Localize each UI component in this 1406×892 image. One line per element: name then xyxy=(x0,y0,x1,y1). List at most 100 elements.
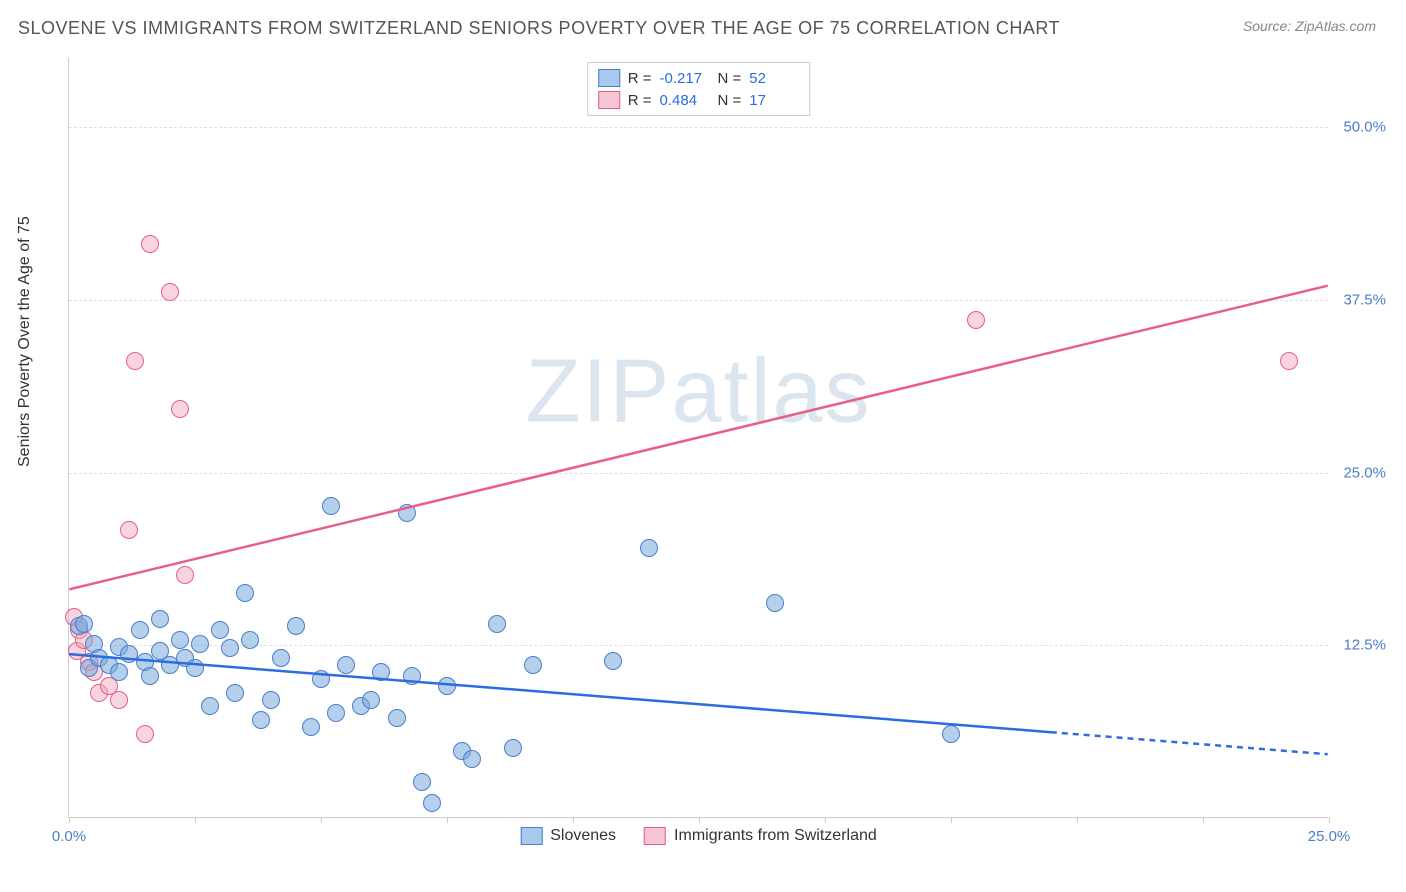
gridline xyxy=(69,645,1328,646)
y-tick-label: 37.5% xyxy=(1343,291,1386,308)
data-point-blue xyxy=(312,670,330,688)
data-point-blue xyxy=(211,621,229,639)
data-point-blue xyxy=(110,663,128,681)
n-label: N = xyxy=(718,92,742,109)
series-legend-item: Slovenes xyxy=(520,827,616,845)
correlation-legend: R = -0.217 N = 52 R = 0.484 N = 17 xyxy=(587,62,811,116)
series-legend-label: Slovenes xyxy=(550,827,616,845)
data-point-blue xyxy=(413,773,431,791)
x-tick xyxy=(825,817,826,823)
data-point-blue xyxy=(398,504,416,522)
x-tick xyxy=(951,817,952,823)
data-point-blue xyxy=(302,718,320,736)
x-tick xyxy=(1329,817,1330,823)
data-point-blue xyxy=(186,659,204,677)
chart-container: Seniors Poverty Over the Age of 75 ZIPat… xyxy=(50,58,1390,858)
data-point-blue xyxy=(141,667,159,685)
r-label: R = xyxy=(628,70,652,87)
data-point-blue xyxy=(151,610,169,628)
data-point-blue xyxy=(201,697,219,715)
data-point-blue xyxy=(226,684,244,702)
series-legend-item: Immigrants from Switzerland xyxy=(644,827,877,845)
data-point-blue xyxy=(262,691,280,709)
data-point-pink xyxy=(136,725,154,743)
r-label: R = xyxy=(628,92,652,109)
trend-lines xyxy=(69,58,1328,817)
source-attribution: Source: ZipAtlas.com xyxy=(1243,18,1376,34)
data-point-blue xyxy=(241,631,259,649)
data-point-pink xyxy=(171,400,189,418)
data-point-blue xyxy=(337,656,355,674)
x-tick xyxy=(573,817,574,823)
r-value: -0.217 xyxy=(660,70,710,87)
correlation-legend-row: R = -0.217 N = 52 xyxy=(598,67,800,89)
data-point-blue xyxy=(75,615,93,633)
data-point-blue xyxy=(388,709,406,727)
x-tick xyxy=(195,817,196,823)
legend-swatch xyxy=(598,69,620,87)
x-tick xyxy=(447,817,448,823)
data-point-pink xyxy=(110,691,128,709)
gridline xyxy=(69,127,1328,128)
data-point-blue xyxy=(131,621,149,639)
gridline xyxy=(69,473,1328,474)
data-point-blue xyxy=(524,656,542,674)
data-point-blue xyxy=(252,711,270,729)
x-tick xyxy=(699,817,700,823)
data-point-pink xyxy=(120,521,138,539)
data-point-blue xyxy=(604,652,622,670)
data-point-blue xyxy=(463,750,481,768)
data-point-blue xyxy=(504,739,522,757)
x-tick-label: 25.0% xyxy=(1308,828,1351,845)
data-point-blue xyxy=(236,584,254,602)
watermark: ZIPatlas xyxy=(525,340,871,443)
plot-area: ZIPatlas R =-0.217N =52R =0.484N =17 Slo… xyxy=(68,58,1328,818)
data-point-blue xyxy=(327,704,345,722)
data-point-blue xyxy=(272,649,290,667)
data-point-blue xyxy=(438,677,456,695)
legend-swatch xyxy=(644,827,666,845)
n-value: 52 xyxy=(749,70,799,87)
chart-header: SLOVENE VS IMMIGRANTS FROM SWITZERLAND S… xyxy=(0,0,1406,47)
x-tick xyxy=(1203,817,1204,823)
series-legend: Slovenes Immigrants from Switzerland xyxy=(520,827,877,845)
y-tick-label: 25.0% xyxy=(1343,464,1386,481)
data-point-blue xyxy=(171,631,189,649)
r-value: 0.484 xyxy=(660,92,710,109)
x-tick-label: 0.0% xyxy=(52,828,86,845)
gridline xyxy=(69,300,1328,301)
data-point-blue xyxy=(403,667,421,685)
data-point-pink xyxy=(1280,352,1298,370)
y-tick-label: 12.5% xyxy=(1343,637,1386,654)
series-legend-label: Immigrants from Switzerland xyxy=(674,827,877,845)
data-point-blue xyxy=(423,794,441,812)
data-point-blue xyxy=(640,539,658,557)
n-value: 17 xyxy=(749,92,799,109)
data-point-pink xyxy=(176,566,194,584)
x-tick xyxy=(1077,817,1078,823)
data-point-pink xyxy=(967,311,985,329)
source-label: Source: xyxy=(1243,18,1295,34)
y-axis-label: Seniors Poverty Over the Age of 75 xyxy=(16,216,34,467)
data-point-blue xyxy=(488,615,506,633)
data-point-pink xyxy=(161,283,179,301)
source-value: ZipAtlas.com xyxy=(1295,18,1376,34)
data-point-blue xyxy=(221,639,239,657)
data-point-blue xyxy=(372,663,390,681)
data-point-blue xyxy=(362,691,380,709)
data-point-pink xyxy=(141,235,159,253)
watermark-zip: ZIP xyxy=(525,341,671,441)
data-point-blue xyxy=(766,594,784,612)
n-label: N = xyxy=(718,70,742,87)
data-point-pink xyxy=(126,352,144,370)
data-point-blue xyxy=(942,725,960,743)
chart-title: SLOVENE VS IMMIGRANTS FROM SWITZERLAND S… xyxy=(18,18,1060,39)
data-point-blue xyxy=(191,635,209,653)
legend-swatch xyxy=(598,91,620,109)
watermark-atlas: atlas xyxy=(671,341,871,441)
y-tick-label: 50.0% xyxy=(1343,119,1386,136)
legend-swatch xyxy=(520,827,542,845)
correlation-legend-row: R = 0.484 N = 17 xyxy=(598,89,800,111)
x-tick xyxy=(69,817,70,823)
x-tick xyxy=(321,817,322,823)
